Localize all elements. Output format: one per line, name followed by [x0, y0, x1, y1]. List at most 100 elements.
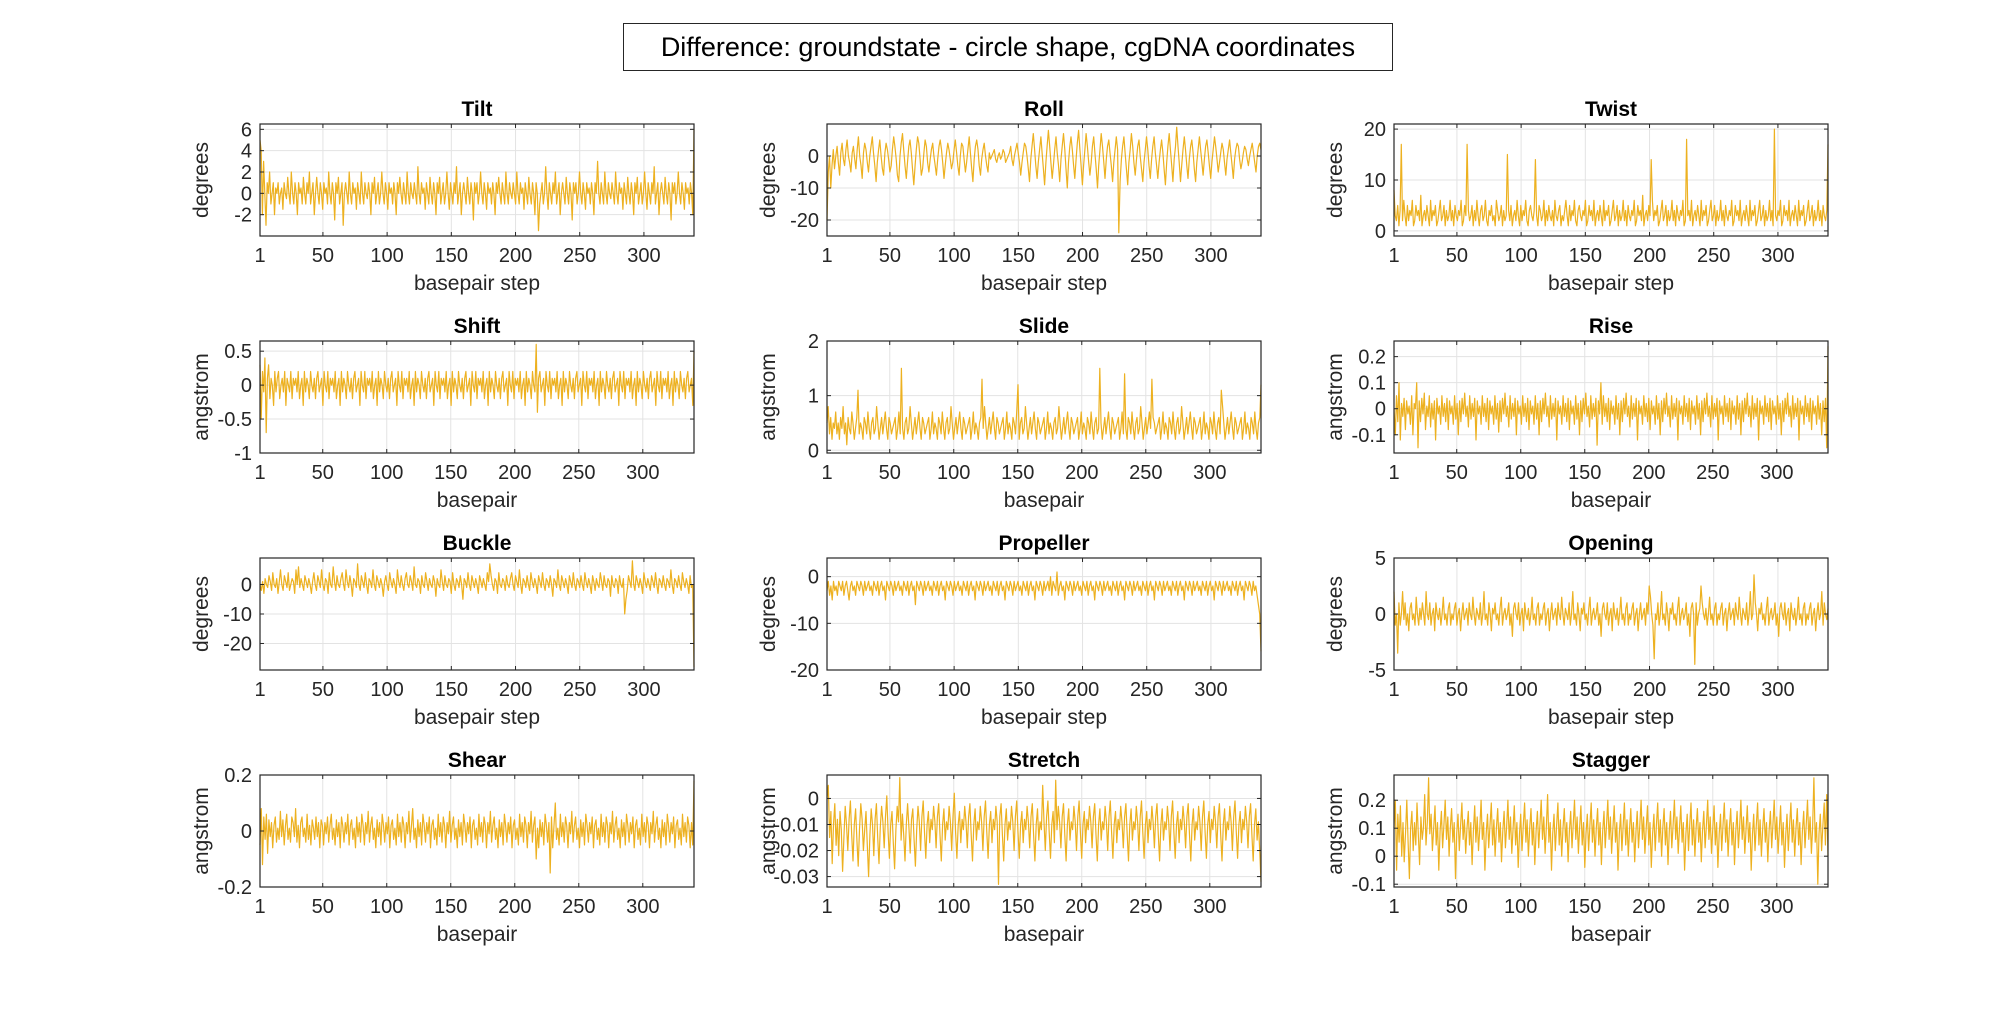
x-tick-label: 250	[563, 679, 596, 701]
x-tick-label: 100	[937, 896, 970, 918]
subplot-title: Slide	[1019, 315, 1069, 338]
x-tick-label: 100	[1504, 245, 1537, 267]
x-tick-label: 100	[1504, 896, 1537, 918]
x-tick-label: 200	[1633, 679, 1666, 701]
x-axis-label: basepair	[1571, 489, 1652, 512]
axes-box	[1393, 340, 1829, 454]
y-tick-label: 0	[1375, 846, 1386, 868]
y-tick-label: -10	[790, 178, 819, 200]
x-tick-label: 250	[1130, 245, 1163, 267]
subplot-title: Tilt	[461, 98, 492, 121]
x-tick-label: 100	[370, 679, 403, 701]
x-tick-label: 50	[312, 462, 334, 484]
x-axis-label: basepair	[1004, 923, 1085, 946]
y-tick-label: 0.1	[1358, 373, 1386, 395]
y-tick-label: 0.2	[224, 765, 252, 787]
x-tick-label: 1	[821, 679, 832, 701]
y-tick-label: 0	[241, 821, 252, 843]
x-tick-label: 50	[879, 679, 901, 701]
y-tick-label: 1	[808, 386, 819, 408]
x-axis-label: basepair step	[981, 706, 1107, 729]
x-axis-label: basepair step	[414, 272, 540, 295]
x-tick-label: 1	[254, 462, 265, 484]
plot-area	[260, 124, 694, 236]
y-axis-label: angstrom	[1324, 787, 1347, 875]
x-tick-label: 1	[821, 896, 832, 918]
figure-title: Difference: groundstate - circle shape, …	[660, 31, 1356, 62]
y-axis-label: degrees	[757, 576, 780, 652]
x-tick-label: 1	[254, 245, 265, 267]
subplot-rise: 1 50 100 150 200 250 300-0.100.10.2Risebasepai…	[1324, 315, 1829, 512]
x-tick-label: 200	[1633, 245, 1666, 267]
x-tick-label: 150	[1002, 679, 1035, 701]
x-tick-label: 100	[1504, 462, 1537, 484]
x-tick-label: 100	[370, 245, 403, 267]
x-tick-label: 150	[1569, 679, 1602, 701]
y-axis-label: degrees	[190, 142, 213, 218]
x-tick-label: 250	[1697, 679, 1730, 701]
y-axis-label: degrees	[1324, 142, 1347, 218]
y-axis-label: degrees	[757, 142, 780, 218]
x-tick-label: 200	[498, 462, 531, 484]
plot-area	[1394, 341, 1828, 453]
x-tick-label: 250	[1129, 896, 1162, 918]
plot-area	[827, 341, 1261, 453]
subplot-buckle: 1 50 100 150 200 250 300-20-100Bucklebasepair …	[190, 532, 695, 729]
x-tick-label: 1	[821, 462, 832, 484]
subplot-shift: 1 50 100 150 200 250 300-1-0.500.5Shiftbasepai…	[190, 315, 695, 512]
x-tick-label: 1	[254, 896, 265, 918]
y-axis-label: angstrom	[190, 353, 213, 441]
x-tick-label: 250	[1129, 462, 1162, 484]
x-tick-label: 200	[1065, 462, 1098, 484]
x-tick-label: 100	[937, 462, 970, 484]
x-tick-label: 50	[1446, 462, 1468, 484]
x-tick-label: 300	[626, 462, 659, 484]
y-tick-label: -20	[790, 660, 819, 682]
x-tick-label: 50	[312, 245, 334, 267]
y-tick-label: -20	[790, 210, 819, 232]
x-axis-label: basepair step	[981, 272, 1107, 295]
series-line-roll	[826, 126, 1262, 234]
x-tick-label: 200	[499, 679, 532, 701]
y-axis-label: angstrom	[190, 787, 213, 875]
x-tick-label: 200	[499, 245, 532, 267]
x-tick-label: 100	[937, 245, 970, 267]
series-line-shear	[259, 780, 695, 874]
x-tick-label: 1	[1388, 462, 1399, 484]
y-tick-label: -5	[1368, 660, 1386, 682]
y-tick-label: -10	[223, 604, 252, 626]
x-tick-label: 200	[1065, 896, 1098, 918]
series-line-propeller	[826, 571, 1262, 652]
subplot-title: Buckle	[443, 532, 512, 555]
y-tick-label: 0	[241, 183, 252, 205]
axes-box	[1393, 774, 1829, 888]
x-axis-label: basepair step	[414, 706, 540, 729]
series-line-buckle	[259, 560, 695, 668]
y-tick-label: 0.5	[224, 341, 252, 363]
x-axis-label: basepair	[1004, 489, 1085, 512]
x-tick-label: 50	[879, 462, 901, 484]
x-tick-label: 250	[1697, 245, 1730, 267]
x-tick-label: 1	[821, 245, 832, 267]
x-tick-label: 250	[1696, 462, 1729, 484]
y-tick-label: -0.01	[773, 814, 819, 836]
axes-box	[826, 340, 1262, 454]
axes-box	[826, 557, 1262, 671]
x-tick-label: 1	[1388, 679, 1399, 701]
x-tick-label: 1	[254, 679, 265, 701]
x-tick-label: 150	[1568, 462, 1601, 484]
x-tick-label: 250	[563, 245, 596, 267]
x-axis-label: basepair	[437, 923, 518, 946]
y-tick-label: -0.5	[218, 409, 252, 431]
x-tick-label: 300	[1760, 462, 1793, 484]
x-tick-label: 250	[1130, 679, 1163, 701]
series-line-slide	[826, 367, 1262, 446]
y-tick-label: -2	[234, 205, 252, 227]
subplot-title: Roll	[1024, 98, 1064, 121]
x-tick-label: 300	[627, 679, 660, 701]
y-tick-label: 0	[808, 788, 819, 810]
x-tick-label: 300	[627, 245, 660, 267]
